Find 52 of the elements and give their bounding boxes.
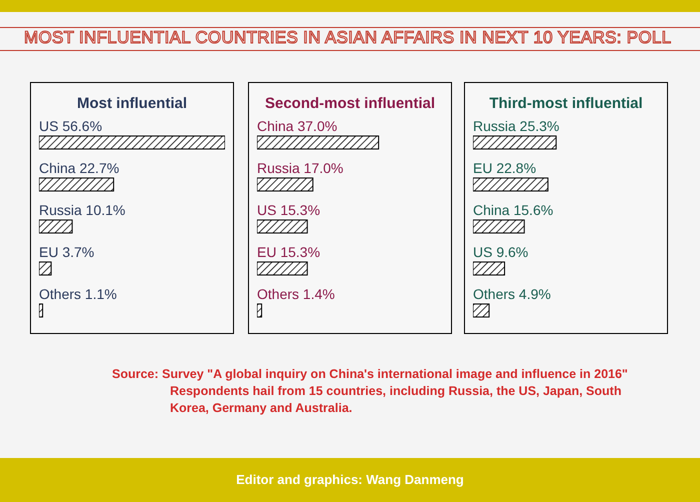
category-label: EU bbox=[39, 244, 58, 260]
bar bbox=[473, 136, 557, 150]
source-note: Source: Survey "A global inquiry on China's international image and influence in 2016" bbox=[112, 366, 629, 383]
data-label: 17.0% bbox=[304, 160, 344, 176]
data-label: 1.1% bbox=[84, 286, 117, 302]
category-label: Others bbox=[473, 286, 516, 302]
bar bbox=[257, 262, 308, 276]
text: MOST INFLUENTIAL COUNTRIES IN ASIAN AFFAIRS IN NEXT 10 YEARS: POLL bbox=[24, 28, 672, 48]
category-label: Russia bbox=[39, 202, 82, 218]
chart-title: Most influential bbox=[76, 95, 188, 112]
data-label: 4.9% bbox=[518, 286, 551, 302]
data-label: 15.3% bbox=[280, 202, 320, 218]
bar bbox=[39, 262, 52, 276]
bar bbox=[39, 304, 44, 318]
data-label: 22.7% bbox=[79, 160, 120, 176]
category-label: EU bbox=[257, 244, 276, 260]
bar bbox=[257, 178, 314, 192]
bar bbox=[39, 136, 225, 150]
bar bbox=[257, 304, 262, 318]
data-label: 15.3% bbox=[280, 244, 320, 260]
bar bbox=[473, 304, 490, 318]
bar bbox=[257, 220, 308, 234]
text: Respondents hail from 15 countries, including Russia, the US, Japan, South Korea, Germany and Australia. bbox=[169, 383, 622, 417]
category-label: US bbox=[473, 244, 492, 260]
category-label: US bbox=[257, 202, 276, 218]
data-label: 37.0% bbox=[297, 118, 338, 134]
category-label: China bbox=[39, 160, 76, 176]
bar bbox=[257, 136, 380, 150]
bar bbox=[39, 178, 114, 192]
bar bbox=[473, 220, 525, 234]
data-label: 9.6% bbox=[496, 244, 528, 260]
data-label: 15.6% bbox=[513, 202, 554, 218]
data-label: 10.1% bbox=[86, 202, 126, 218]
bar bbox=[473, 178, 548, 192]
data-label: 3.7% bbox=[62, 244, 94, 260]
data-label: 25.3% bbox=[520, 118, 560, 134]
category-label: Russia bbox=[473, 118, 516, 134]
text: Editor and graphics: Wang Danmeng bbox=[235, 472, 465, 487]
chart-title: Third-most influential bbox=[488, 95, 644, 112]
data-label: 1.4% bbox=[302, 286, 335, 302]
chart-title: Second-most influential bbox=[264, 95, 436, 112]
category-label: China bbox=[473, 202, 510, 218]
category-label: EU bbox=[473, 160, 492, 176]
category-label: Others bbox=[39, 286, 82, 302]
category-label: Others bbox=[257, 286, 300, 302]
bar bbox=[473, 262, 506, 276]
data-label: 22.8% bbox=[496, 160, 536, 176]
category-label: China bbox=[257, 118, 294, 134]
data-label: 56.6% bbox=[62, 118, 102, 134]
category-label: Russia bbox=[257, 160, 300, 176]
category-label: US bbox=[39, 118, 58, 134]
bar bbox=[39, 220, 73, 234]
